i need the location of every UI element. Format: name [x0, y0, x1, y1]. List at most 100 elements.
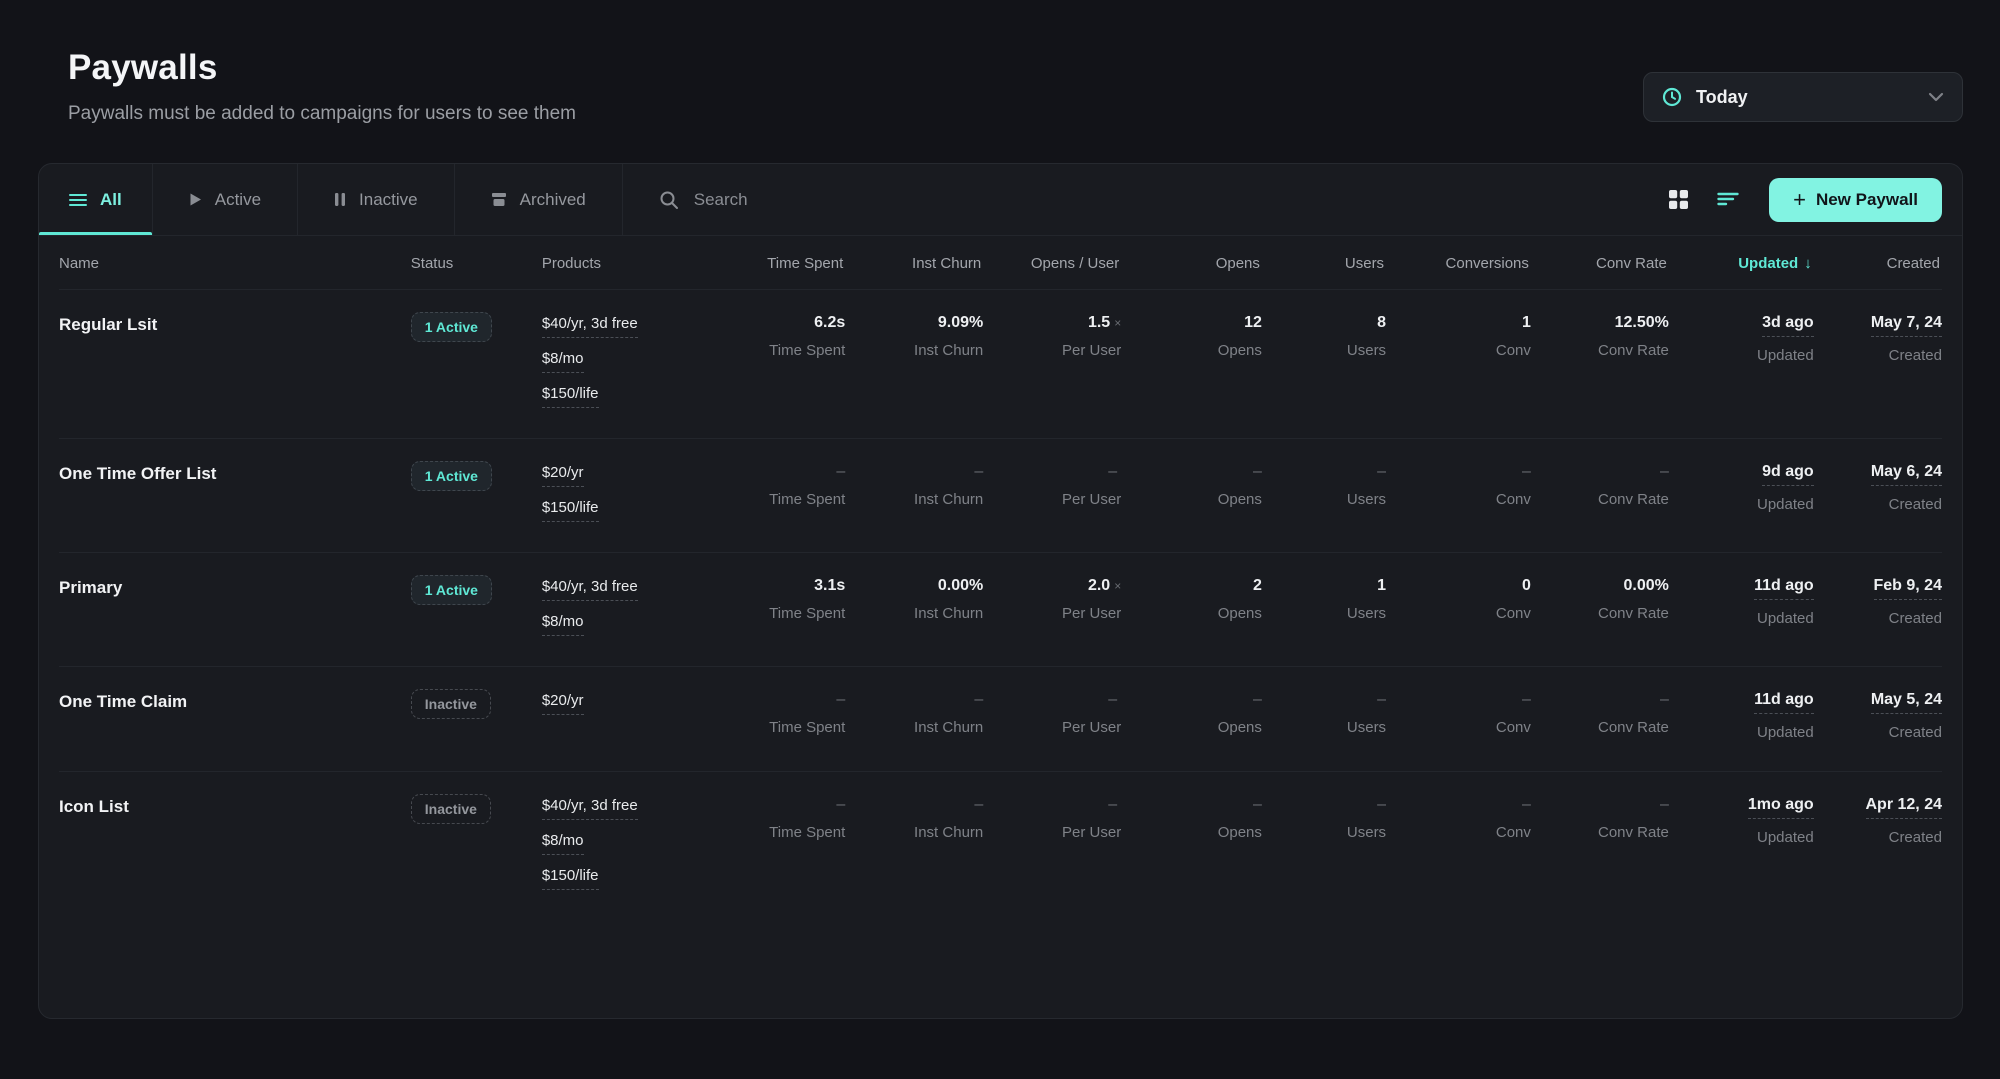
header-name[interactable]: Name	[59, 255, 100, 272]
metric-created: Apr 12, 24 Created	[1814, 794, 1942, 846]
metric-conv-rate: – Conv Rate	[1531, 794, 1669, 841]
metric-users: 1 Users	[1262, 575, 1386, 622]
metric-updated: 9d ago Updated	[1669, 461, 1814, 513]
paywall-name: Regular Lsit	[59, 315, 158, 334]
search-box	[623, 164, 1668, 235]
products-cell: $40/yr, 3d free $8/mo $150/life	[541, 794, 708, 890]
metric-label: Time Spent	[769, 491, 846, 508]
play-icon	[189, 192, 202, 207]
metric-label: Inst Churn	[914, 342, 984, 359]
metric-label: Inst Churn	[914, 605, 984, 622]
metric-time-spent: – Time Spent	[707, 689, 845, 736]
clock-icon	[1662, 87, 1682, 107]
search-input[interactable]	[693, 189, 1401, 210]
metric-value: 8	[1377, 314, 1387, 331]
header-inst-churn[interactable]: Inst Churn	[912, 255, 982, 272]
metric-users: – Users	[1262, 689, 1386, 736]
tab-all[interactable]: All	[39, 164, 153, 235]
product-price[interactable]: $150/life	[541, 867, 599, 890]
new-paywall-button[interactable]: + New Paywall	[1769, 178, 1942, 222]
grid-view-button[interactable]	[1668, 189, 1689, 210]
metric-inst-churn: – Inst Churn	[845, 461, 983, 508]
header-products[interactable]: Products	[541, 255, 602, 272]
products-cell: $40/yr, 3d free $8/mo $150/life	[541, 312, 708, 408]
metric-value: 2.0 ×	[1088, 577, 1121, 595]
created-value[interactable]: May 6, 24	[1870, 463, 1942, 486]
metric-inst-churn: – Inst Churn	[845, 794, 983, 841]
metric-label: Conv Rate	[1597, 342, 1669, 359]
metric-value: –	[1659, 691, 1669, 708]
product-price[interactable]: $8/mo	[541, 350, 584, 373]
metric-inst-churn: 9.09% Inst Churn	[845, 312, 983, 359]
metric-label: Per User	[1062, 824, 1122, 841]
header-conv-rate[interactable]: Conv Rate	[1595, 255, 1667, 272]
header-opens-user[interactable]: Opens / User	[1030, 255, 1120, 272]
product-price[interactable]: $20/yr	[541, 692, 584, 715]
metric-label: Time Spent	[769, 719, 846, 736]
header-opens[interactable]: Opens	[1215, 255, 1260, 272]
metric-value: –	[1522, 691, 1531, 708]
updated-value[interactable]: 11d ago	[1754, 691, 1814, 714]
updated-value[interactable]: 9d ago	[1762, 463, 1814, 486]
created-value[interactable]: Apr 12, 24	[1865, 796, 1942, 819]
product-price[interactable]: $20/yr	[541, 464, 584, 487]
tab-active-label: Active	[214, 189, 262, 209]
metric-label: Created	[1888, 724, 1942, 741]
updated-value[interactable]: 11d ago	[1754, 577, 1814, 600]
metric-conversions: 1 Conv	[1386, 312, 1531, 359]
per-user-value: –	[1108, 463, 1118, 480]
metric-label: Created	[1888, 496, 1942, 513]
paywall-name: Icon List	[59, 797, 129, 816]
table-row[interactable]: One Time Claim Inactive $20/yr – Time Spe…	[59, 667, 1942, 772]
metric-opens: 2 Opens	[1121, 575, 1262, 622]
table-row[interactable]: Regular Lsit 1 Active $40/yr, 3d free $8…	[59, 290, 1942, 439]
metric-label: Created	[1888, 347, 1942, 364]
header-time-spent[interactable]: Time Spent	[767, 255, 844, 272]
product-price[interactable]: $40/yr, 3d free	[541, 797, 638, 820]
metric-updated: 1mo ago Updated	[1669, 794, 1814, 846]
product-price[interactable]: $8/mo	[541, 832, 584, 855]
table-row[interactable]: Icon List Inactive $40/yr, 3d free $8/mo…	[59, 772, 1942, 920]
created-value[interactable]: Feb 9, 24	[1873, 577, 1942, 600]
product-price[interactable]: $40/yr, 3d free	[541, 315, 638, 338]
pause-icon	[334, 192, 346, 207]
metric-label: Opens	[1217, 491, 1262, 508]
metric-conv-rate: 12.50% Conv Rate	[1531, 312, 1669, 359]
status-cell: Inactive	[410, 794, 542, 824]
metric-users: – Users	[1262, 461, 1386, 508]
tab-active[interactable]: Active	[153, 164, 299, 235]
metric-label: Inst Churn	[914, 824, 984, 841]
status-cell: 1 Active	[410, 575, 542, 605]
metric-label: Updated	[1756, 496, 1814, 513]
metric-time-spent: – Time Spent	[707, 794, 845, 841]
header-status[interactable]: Status	[410, 255, 454, 272]
per-user-value: –	[1108, 691, 1118, 708]
product-price[interactable]: $150/life	[541, 499, 599, 522]
product-price[interactable]: $150/life	[541, 385, 599, 408]
header-updated[interactable]: Updated ↓	[1669, 255, 1814, 272]
metric-opens: – Opens	[1121, 689, 1262, 736]
header-users[interactable]: Users	[1344, 255, 1385, 272]
header-conversions[interactable]: Conversions	[1445, 255, 1529, 272]
header-updated-label: Updated	[1738, 255, 1799, 272]
per-user-value: –	[1108, 796, 1118, 813]
metric-label: Updated	[1756, 724, 1814, 741]
metric-value: 2	[1253, 577, 1262, 594]
table-row[interactable]: One Time Offer List 1 Active $20/yr $150…	[59, 439, 1942, 553]
created-value[interactable]: May 5, 24	[1870, 691, 1942, 714]
tab-inactive[interactable]: Inactive	[298, 164, 455, 235]
product-price[interactable]: $8/mo	[541, 613, 584, 636]
metric-label: Time Spent	[769, 824, 846, 841]
list-view-button[interactable]	[1717, 192, 1739, 208]
updated-value[interactable]: 1mo ago	[1747, 796, 1814, 819]
header-created[interactable]: Created	[1886, 255, 1940, 272]
updated-value[interactable]: 3d ago	[1762, 314, 1814, 337]
tab-archived[interactable]: Archived	[455, 164, 623, 235]
period-select[interactable]: Today	[1643, 72, 1963, 122]
table-row[interactable]: Primary 1 Active $40/yr, 3d free $8/mo 3…	[59, 553, 1942, 667]
metric-label: Inst Churn	[914, 491, 984, 508]
created-value[interactable]: May 7, 24	[1870, 314, 1942, 337]
metric-conv-rate: – Conv Rate	[1531, 689, 1669, 736]
metric-value: –	[1108, 463, 1121, 481]
product-price[interactable]: $40/yr, 3d free	[541, 578, 638, 601]
